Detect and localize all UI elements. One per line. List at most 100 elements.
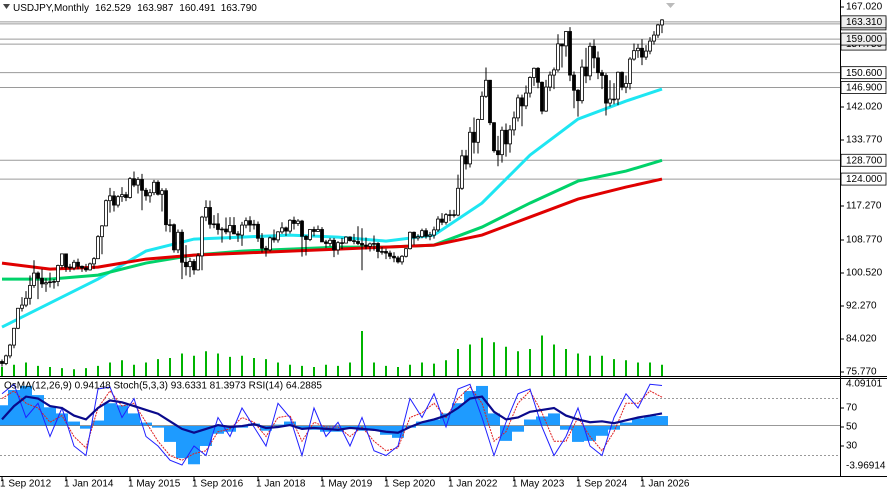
candle-body (368, 243, 372, 247)
osma-bar (116, 405, 128, 426)
osma-bar (416, 421, 428, 426)
level-label: 159.000 (846, 34, 883, 45)
volume-bar (553, 344, 555, 376)
volume-bar (361, 331, 363, 376)
volume-bar (373, 362, 375, 376)
candle-body (336, 242, 340, 251)
osma-bar (644, 415, 656, 426)
candle-body (568, 31, 572, 76)
volume-bar (1, 367, 3, 376)
level-label-box (840, 32, 887, 46)
candle-body (548, 74, 552, 88)
candle-body (48, 281, 52, 284)
volume-bar (193, 355, 195, 376)
level-label-box (840, 15, 887, 29)
level-label: 146.900 (846, 83, 883, 94)
y-tick-label: 117.270 (846, 201, 882, 212)
volume-bar (481, 337, 483, 376)
candle-body (588, 45, 592, 77)
candle-body (116, 196, 120, 206)
candle-body (644, 50, 648, 58)
volume-bar (541, 335, 543, 376)
volume-bar (385, 365, 387, 376)
candle-body (316, 229, 320, 232)
candle-body (468, 131, 472, 165)
candle-body (20, 304, 24, 309)
candle-body (484, 79, 488, 97)
candle-body (96, 236, 100, 260)
osma-tick-label: -3.96914 (846, 461, 886, 472)
candle-body (76, 261, 80, 267)
osma-bar (656, 416, 668, 426)
candle-body (344, 236, 348, 244)
volume-bar (493, 342, 495, 376)
volume-bar (445, 360, 447, 376)
candle-body (572, 74, 576, 91)
candle-body (148, 192, 152, 197)
osma-bar (608, 425, 620, 430)
osma-bar (524, 419, 536, 426)
candle-body (248, 220, 252, 226)
candle-body (8, 344, 12, 357)
volume-bar (13, 364, 15, 376)
volume-bar (469, 344, 471, 376)
x-tick-label: 1 Jan 2026 (640, 479, 690, 490)
volume-bar (313, 367, 315, 376)
volume-bar (589, 355, 591, 376)
candle-body (500, 129, 504, 156)
candle-body (648, 40, 652, 52)
y-tick-label: 108.770 (846, 235, 883, 246)
volume-bar (277, 362, 279, 376)
x-tick-label: 1 Sep 2020 (384, 479, 436, 490)
candle-body (372, 243, 376, 245)
candle-body (400, 255, 404, 263)
volume-bar (121, 360, 123, 376)
candle-body (532, 67, 536, 78)
candle-body (352, 240, 356, 242)
y-tick-label: 100.520 (846, 268, 883, 279)
osma-bar (632, 418, 644, 426)
candle-body (384, 251, 388, 254)
osma-bar (452, 403, 464, 426)
osma-bar (596, 425, 608, 436)
candle-body (204, 207, 208, 218)
volume-bar (133, 364, 135, 376)
x-tick-label: 1 Jan 2018 (256, 479, 306, 490)
candle-body (504, 129, 508, 145)
candle-body (348, 236, 352, 242)
candle-body (392, 255, 396, 259)
candle-body (576, 89, 580, 102)
volume-bar (517, 351, 519, 376)
candle-body (624, 83, 628, 88)
osma-bar (104, 403, 116, 426)
candle-body (232, 225, 236, 235)
volume-bar (349, 362, 351, 376)
level-label: 163.310 (846, 17, 883, 28)
volume-bar (229, 356, 231, 376)
candle-body (424, 230, 428, 237)
osma-bar (488, 413, 500, 426)
y-tick-label: 133.770 (846, 135, 883, 146)
candle-body (108, 195, 112, 202)
symbol: USDJPY,Monthly (13, 3, 89, 14)
candle-body (36, 272, 40, 279)
candle-body (560, 43, 564, 47)
candle-body (124, 194, 128, 198)
candle-body (536, 67, 540, 83)
candle-body (140, 179, 144, 191)
candle-body (212, 223, 216, 226)
candle-body (592, 45, 596, 59)
volume-bar (145, 362, 147, 376)
osma-bar (332, 425, 344, 432)
candle-body (244, 220, 248, 226)
candle-body (64, 253, 68, 268)
candle-body (628, 58, 632, 84)
candle-body (240, 224, 244, 236)
oscillator-title: OsMA(12,26,9) 0.94148 Stoch(5,3,3) 93.63… (4, 381, 322, 392)
candle-body (556, 43, 560, 71)
candle-body (520, 97, 524, 107)
level-label: 128.700 (846, 155, 883, 166)
candle-body (276, 231, 280, 241)
osma-bar (176, 425, 188, 459)
candle-body (100, 225, 104, 238)
